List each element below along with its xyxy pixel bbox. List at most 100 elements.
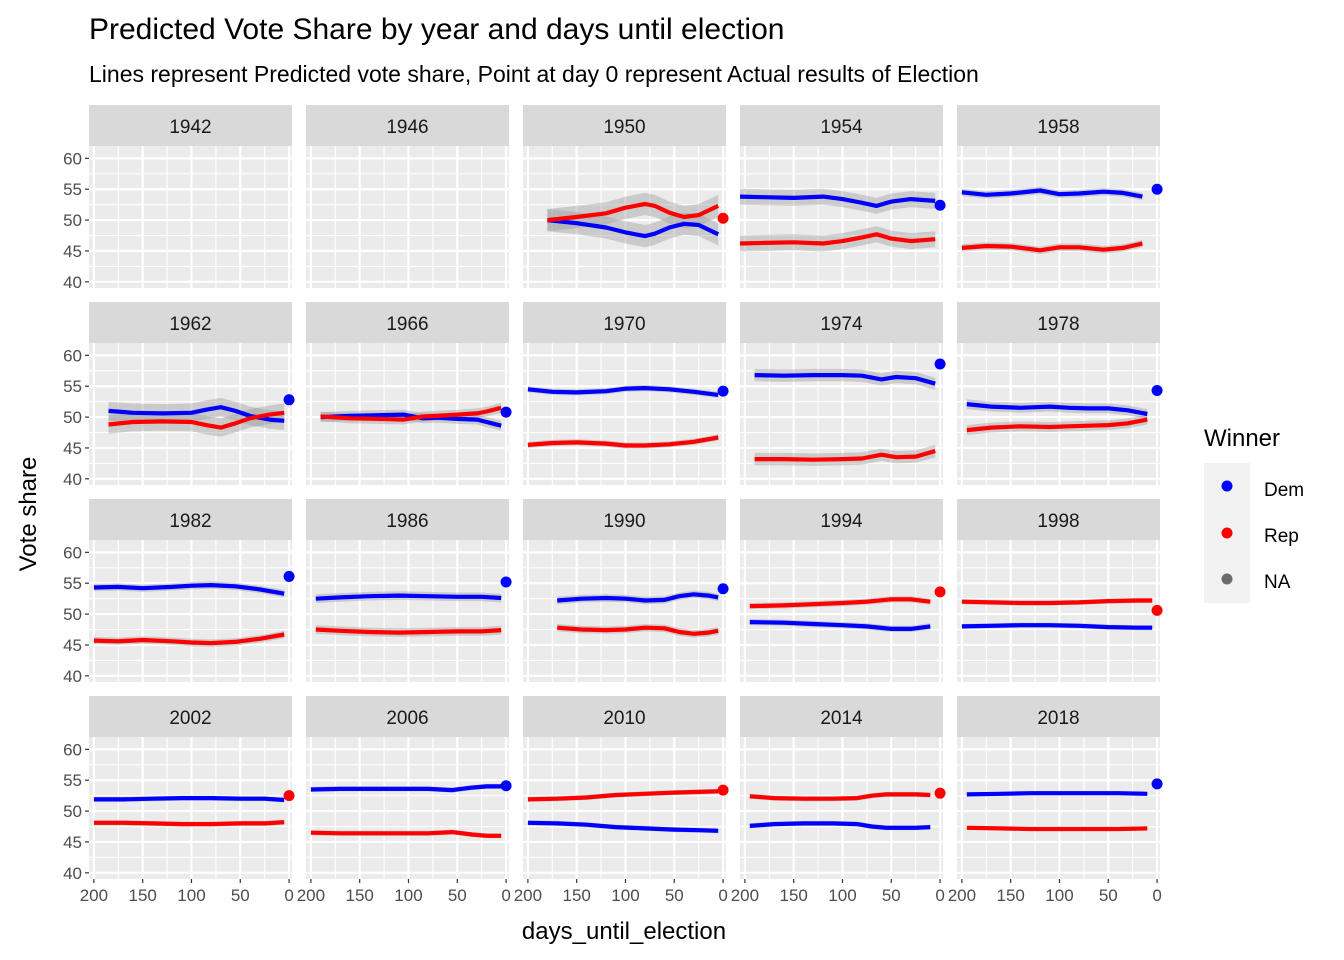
trend-line-rep: [966, 825, 1148, 832]
x-tick-label: 0: [718, 886, 727, 905]
x-tick-label: 200: [731, 886, 759, 905]
panel-marks: [557, 590, 719, 638]
actual-result-point: [1151, 385, 1163, 397]
trend-line-dem: [310, 784, 502, 793]
facet-strip-label: 1974: [820, 314, 863, 335]
y-tick-label: 60: [63, 543, 82, 562]
facet-panel-1998: 1998: [957, 499, 1163, 682]
actual-result-point: [717, 385, 729, 397]
facet-strip: [740, 696, 943, 737]
actual-result-point: [283, 570, 295, 582]
panel-marks: [749, 596, 931, 632]
x-tick-label: 50: [882, 886, 901, 905]
trend-line-rep: [320, 405, 502, 422]
confidence-band-dem: [557, 590, 719, 605]
trend-line-dem: [527, 386, 719, 397]
facet-strip: [523, 105, 726, 146]
panel-marks: [961, 598, 1153, 631]
facet-strip: [740, 302, 943, 343]
legend-dot-rep: [1221, 527, 1233, 539]
trend-line-dem: [966, 791, 1148, 797]
x-tick-label: 100: [394, 886, 422, 905]
panel-marks: [754, 368, 936, 466]
legend-label-dem: Dem: [1264, 480, 1304, 501]
panel-marks: [547, 192, 720, 248]
facet-strip: [740, 499, 943, 540]
panel-marks: [966, 399, 1148, 435]
trend-line-dem: [749, 620, 931, 632]
confidence-band-rep: [108, 403, 285, 437]
trend-line-dem: [93, 582, 285, 596]
facet-strip-label: 2006: [386, 708, 428, 729]
trend-line-dem: [740, 194, 936, 208]
facet-strip-label: 2002: [169, 708, 211, 729]
actual-result-point: [717, 212, 729, 224]
trend-line-rep: [740, 232, 936, 246]
facet-strip-label: 1978: [1037, 314, 1079, 335]
facet-panel-1958: 1958: [957, 105, 1163, 288]
panel-marks: [527, 385, 719, 449]
y-tick-label: 50: [63, 408, 82, 427]
x-tick-label: 0: [935, 886, 944, 905]
x-tick-label: 50: [231, 886, 250, 905]
facet-strip-label: 2010: [603, 708, 645, 729]
trend-line-dem: [315, 593, 502, 601]
facet-panel-2002: 2002 40 45 50 55 60 200 150 100 50 0: [63, 696, 295, 905]
trend-line-dem: [93, 795, 285, 803]
actual-result-point: [934, 358, 946, 370]
trend-line-rep: [93, 632, 285, 646]
trend-line-rep: [749, 792, 931, 801]
facet-strip: [89, 696, 292, 737]
y-tick-label: 60: [63, 346, 82, 365]
trend-line-rep: [108, 410, 285, 430]
x-tick-label: 100: [828, 886, 856, 905]
actual-result-point: [717, 784, 729, 796]
actual-result-point: [283, 394, 295, 406]
confidence-band-rep: [547, 192, 719, 232]
facet-panel-1954: 1954: [740, 105, 946, 288]
y-tick-label: 45: [63, 636, 82, 655]
actual-result-point: [934, 199, 946, 211]
facet-panel-2018: 2018 200 150 100 50 0: [948, 696, 1163, 905]
trend-line-rep: [557, 625, 719, 636]
facet-strip: [306, 499, 509, 540]
y-tick-label: 45: [63, 439, 82, 458]
actual-result-point: [500, 576, 512, 588]
panel-marks: [740, 188, 936, 252]
facet-strip-label: 1994: [820, 511, 863, 532]
facet-strip: [306, 696, 509, 737]
x-tick-label: 150: [996, 886, 1024, 905]
trend-line-rep: [315, 627, 502, 635]
x-tick-label: 150: [779, 886, 807, 905]
x-tick-label: 50: [665, 886, 684, 905]
facet-strip-label: 1946: [386, 117, 428, 138]
y-tick-label: 40: [63, 273, 82, 292]
facet-strip: [523, 499, 726, 540]
trend-line-rep: [547, 201, 720, 223]
y-tick-label: 40: [63, 470, 82, 489]
legend: Winner Dem Rep NA: [1204, 425, 1304, 603]
confidence-band-dem: [740, 188, 936, 214]
actual-result-point: [1151, 778, 1163, 790]
x-tick-label: 0: [284, 886, 293, 905]
facet-strip: [89, 105, 292, 146]
facet-strip: [957, 696, 1160, 737]
facet-panel-1966: 1966: [306, 302, 512, 485]
facet-panel-1978: 1978: [957, 302, 1163, 485]
x-tick-label: 50: [1099, 886, 1118, 905]
trend-line-dem: [961, 623, 1153, 630]
panel-marks: [93, 795, 285, 827]
trend-line-dem: [527, 820, 719, 833]
trend-line-dem: [754, 373, 936, 386]
facet-panel-1962: 1962 40 45 50 55 60: [63, 302, 295, 489]
facet-strip-label: 2014: [820, 708, 863, 729]
panel-marks: [310, 783, 502, 839]
y-tick-label: 55: [63, 377, 82, 396]
facet-panel-1970: 1970: [523, 302, 729, 485]
actual-result-point: [500, 780, 512, 792]
x-tick-label: 150: [562, 886, 590, 905]
x-tick-label: 100: [1045, 886, 1073, 905]
panel-marks: [749, 791, 931, 831]
actual-result-point: [934, 586, 946, 598]
